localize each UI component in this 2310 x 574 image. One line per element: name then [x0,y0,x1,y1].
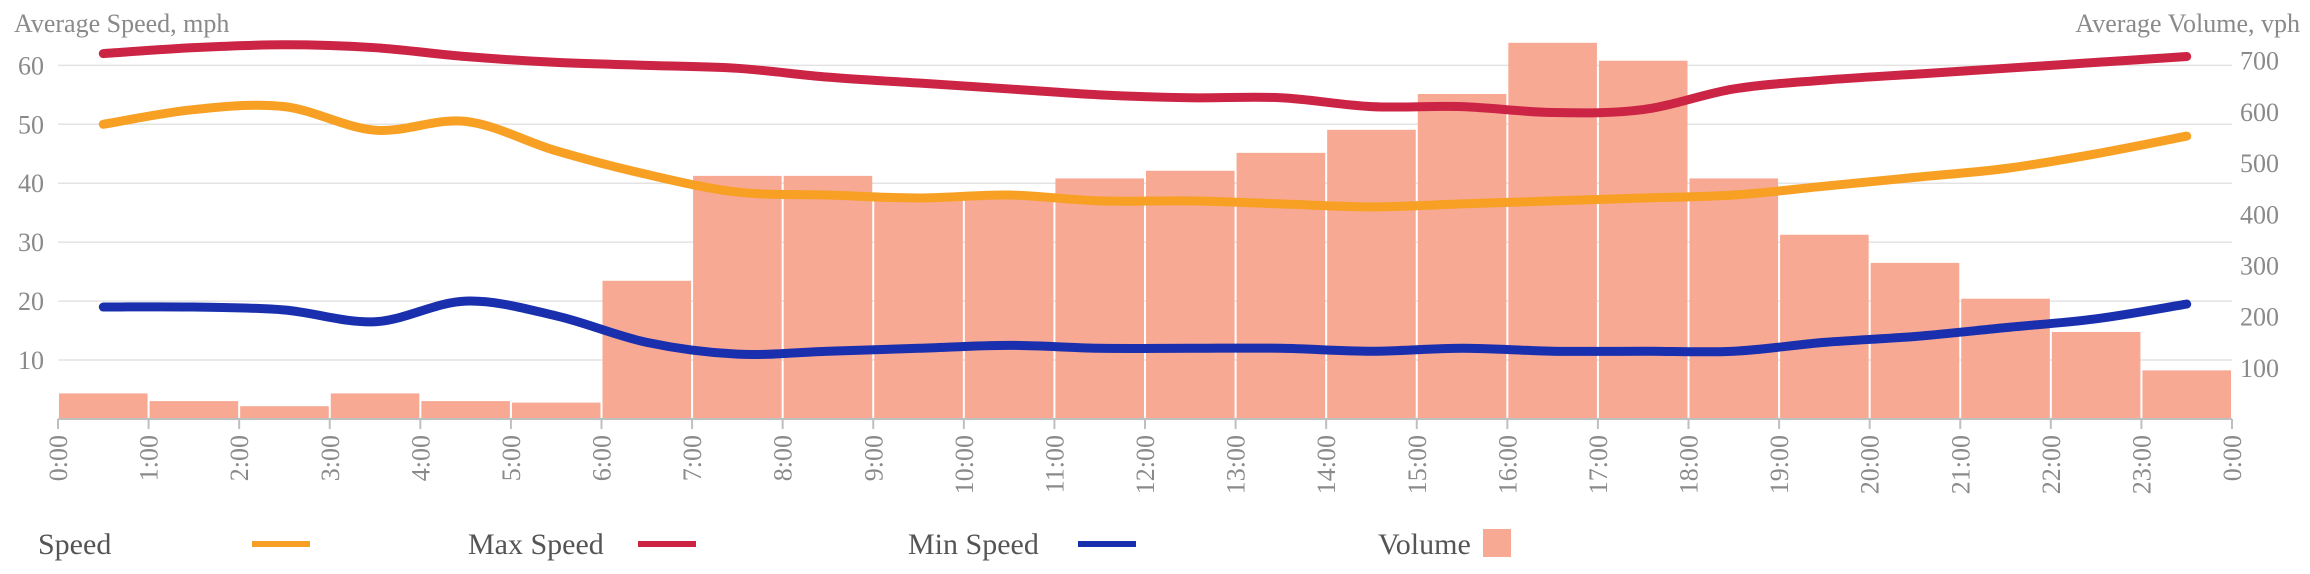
volume-bars [59,42,2231,420]
volume-bar [783,175,873,419]
x-tick-label: 17:00 [1584,435,1613,494]
x-tick-label: 22:00 [2037,435,2066,494]
left-tick-label: 10 [18,346,44,375]
x-tick-label: 10:00 [950,435,979,494]
x-tick-label: 15:00 [1403,435,1432,494]
volume-bar [421,401,510,419]
axes: Average Speed, mph Average Volume, vph [14,9,2300,420]
x-tick-label: 11:00 [1040,435,1069,493]
volume-bar [1236,152,1326,419]
volume-bar [1689,178,1779,419]
speed-lines [98,40,2192,360]
volume-bar [59,393,148,419]
x-tick-label: 5:00 [497,435,526,481]
left-tick-label: 50 [18,110,44,139]
x-tick-label: 4:00 [406,435,435,481]
volume-bar [2142,370,2231,419]
x-tick-label: 14:00 [1312,435,1341,494]
volume-bar [1961,298,2050,419]
x-tick-label: 12:00 [1131,435,1160,494]
left-tick-label: 30 [18,228,44,257]
volume-bar [2051,331,2141,419]
speed-line [98,100,2192,212]
volume-bar [330,393,420,419]
volume-bar [1780,234,1869,419]
volume-bar [1598,60,1688,420]
x-tick-label: 23:00 [2127,435,2156,494]
right-tick-label: 300 [2240,251,2279,280]
left-axis-title: Average Speed, mph [14,9,229,38]
volume-bar [1146,170,1235,419]
legend-label-speed: Speed [38,528,111,561]
x-tick-label: 21:00 [1946,435,1975,494]
volume-bar [874,196,963,419]
right-tick-label: 500 [2240,149,2279,178]
x-tick-label: 7:00 [678,435,707,481]
left-tick-label: 40 [18,169,44,198]
volume-bar [149,401,239,419]
right-tick-label: 100 [2240,354,2279,383]
right-axis-title: Average Volume, vph [2075,9,2300,38]
x-tick-label: 0:00 [44,435,73,481]
volume-bar [693,175,782,419]
right-tick-label: 700 [2240,47,2279,76]
right-tick-label: 200 [2240,303,2279,332]
volume-bar [1508,42,1597,419]
min-speed-line [98,296,2192,360]
right-tick-label: 400 [2240,200,2279,229]
x-tick-label: 8:00 [769,435,798,481]
x-tick-label: 19:00 [1765,435,1794,494]
volume-bar [1327,129,1416,419]
volume-bar [511,402,601,419]
x-tick-label: 16:00 [1493,435,1522,494]
x-tick-label: 13:00 [1222,435,1251,494]
volume-bar [964,196,1054,419]
left-tick-label: 20 [18,287,44,316]
x-tick-label: 3:00 [316,435,345,481]
legend-label-max-speed: Max Speed [468,528,604,561]
left-tick-label: 60 [18,51,44,80]
volume-bar [1417,93,1507,420]
right-tick-label: 600 [2240,98,2279,127]
legend-swatch-volume [1483,529,1511,557]
max-speed-line [98,40,2192,118]
volume-bar [240,406,329,419]
volume-bar [1055,178,1144,419]
x-tick-label: 2:00 [225,435,254,481]
legend-label-min-speed: Min Speed [908,528,1039,561]
x-tick-label: 1:00 [135,435,164,481]
x-tick-label: 0:00 [2218,435,2247,481]
x-tick-label: 9:00 [859,435,888,481]
tick-labels: 10 20 30 40 50 60 100 200 300 400 500 600 700 0:00 1:0… [18,47,2279,495]
legend: Speed Max Speed Min Speed Volume [38,528,1511,561]
legend-label-volume: Volume [1378,528,1471,561]
x-tick-label: 18:00 [1675,435,1704,494]
x-tick-label: 20:00 [1856,435,1885,494]
x-tick-label: 6:00 [588,435,617,481]
